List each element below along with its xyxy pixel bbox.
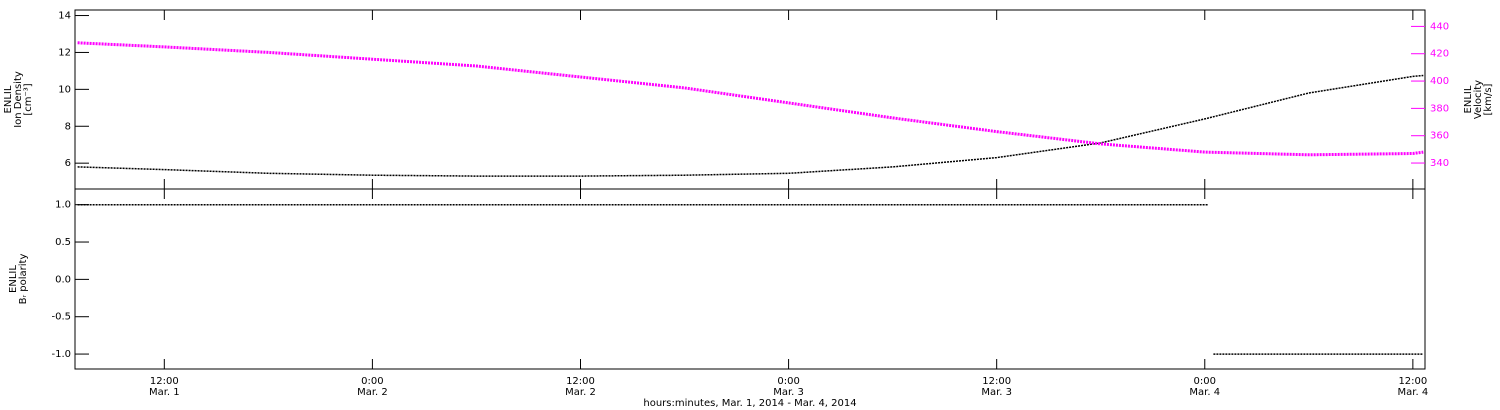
y-tick-label: 12 — [58, 47, 71, 58]
y2-tick-label: 380 — [1430, 103, 1449, 114]
y-tick-label: 8 — [65, 121, 71, 132]
y2-tick-label: 340 — [1430, 158, 1449, 169]
x-tick-date: Mar. 4 — [1189, 387, 1220, 398]
x-tick-label: 12:00 — [566, 376, 595, 387]
plot-frame — [74, 188, 1426, 370]
y-axis-label: Bᵣ polarity — [18, 254, 29, 305]
y-tick-label: -1.0 — [51, 349, 71, 360]
data-line — [77, 41, 1424, 157]
x-tick-label: 0:00 — [1194, 376, 1216, 387]
x-tick-label: 12:00 — [150, 376, 179, 387]
x-tick-label: 0:00 — [361, 376, 383, 387]
y-axis-label: [cm⁻³] — [23, 83, 34, 115]
y-axis-label: ENLIL — [3, 85, 14, 113]
y-tick-label: 1.0 — [55, 200, 71, 211]
x-tick-label: 12:00 — [982, 376, 1011, 387]
y-axis-label: ENLIL — [1463, 85, 1474, 113]
y-tick-label: 0.0 — [55, 274, 71, 285]
x-tick-label: 0:00 — [777, 376, 799, 387]
y-tick-label: 10 — [58, 84, 71, 95]
x-tick-date: Mar. 2 — [357, 387, 388, 398]
x-tick-date: Mar. 2 — [565, 387, 596, 398]
y2-tick-label: 440 — [1430, 21, 1449, 32]
y2-tick-label: 400 — [1430, 76, 1449, 87]
y-axis-label: [km/s] — [1483, 83, 1494, 115]
x-axis-label: hours:minutes, Mar. 1, 2014 - Mar. 4, 20… — [643, 398, 856, 409]
x-tick-label: 12:00 — [1398, 376, 1427, 387]
y-tick-label: -0.5 — [51, 312, 71, 323]
x-tick-date: Mar. 1 — [149, 387, 180, 398]
y-axis-label: Velocity — [1473, 80, 1484, 119]
x-tick-date: Mar. 3 — [773, 387, 804, 398]
plot-frame — [74, 9, 1426, 190]
y-tick-label: 0.5 — [55, 237, 71, 248]
y-tick-label: 14 — [58, 11, 71, 22]
y2-tick-label: 360 — [1430, 131, 1449, 142]
y-axis-label: ENLIL — [8, 265, 19, 293]
x-tick-date: Mar. 4 — [1398, 387, 1429, 398]
x-tick-date: Mar. 3 — [981, 387, 1012, 398]
data-line — [77, 74, 1424, 177]
y-axis-label: Ion Density — [13, 71, 24, 128]
y-tick-label: 6 — [65, 158, 71, 169]
y2-tick-label: 420 — [1430, 49, 1449, 60]
